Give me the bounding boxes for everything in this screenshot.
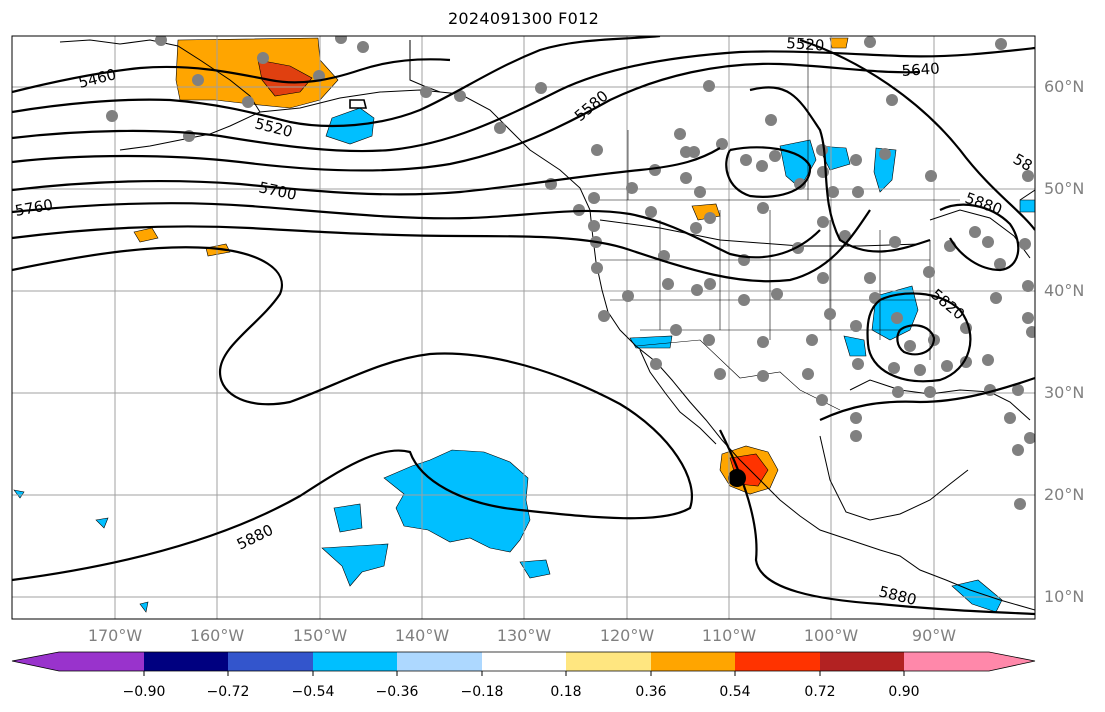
colorbar-tick-label: −0.18	[460, 684, 504, 700]
colorbar-tick-label: −0.36	[375, 684, 419, 700]
lat-label: 30°N	[1044, 383, 1085, 402]
gridlines	[12, 36, 1035, 619]
contour-label: 5520	[253, 114, 294, 141]
lon-label: 140°W	[394, 626, 450, 645]
lat-label: 50°N	[1044, 179, 1085, 198]
station-dots	[106, 36, 1035, 510]
colorbar-tick-label: −0.90	[122, 684, 166, 700]
contour-label: 5700	[257, 178, 298, 204]
colorbar-tick-label: −0.54	[291, 684, 335, 700]
lon-label: 110°W	[701, 626, 757, 645]
contour-label: 58	[1010, 150, 1036, 175]
lon-label: 100°W	[803, 626, 859, 645]
colorbar-tick-label: 0.72	[804, 684, 836, 700]
colorbar-tick-label: 0.90	[888, 684, 920, 700]
lat-label: 40°N	[1044, 281, 1085, 300]
positive-anomaly-alaska	[175, 37, 339, 109]
lon-label: 130°W	[496, 626, 552, 645]
lon-label: 170°W	[87, 626, 143, 645]
contour-label: 5640	[901, 59, 940, 80]
map-frame	[11, 35, 1036, 620]
lat-label: 60°N	[1044, 77, 1085, 96]
lon-label: 90°W	[911, 626, 957, 645]
lon-label: 150°W	[292, 626, 348, 645]
colorbar-extend-low	[12, 652, 59, 671]
colorbar-tick-label: 0.54	[719, 684, 751, 700]
colorbar	[11, 651, 1036, 676]
contour-label: 5760	[14, 196, 55, 220]
lon-label: 160°W	[189, 626, 245, 645]
map-title: 2024091300 F012	[447, 9, 600, 28]
colorbar-tick-label: −0.72	[206, 684, 250, 700]
colorbar-extend-high	[989, 652, 1035, 671]
hurricane-center-icon	[728, 469, 746, 487]
lon-label: 120°W	[599, 626, 655, 645]
height-contours	[12, 36, 1035, 616]
lat-label: 20°N	[1044, 485, 1085, 504]
contour-label: 5460	[77, 65, 118, 92]
contour-label: 5580	[571, 87, 612, 125]
colorbar-tick-label: 0.18	[550, 684, 582, 700]
contour-label: 5520	[786, 34, 825, 55]
colorbar-tick-label: 0.36	[635, 684, 667, 700]
lat-label: 10°N	[1044, 587, 1085, 606]
negative-anomaly-pacific	[383, 449, 531, 553]
